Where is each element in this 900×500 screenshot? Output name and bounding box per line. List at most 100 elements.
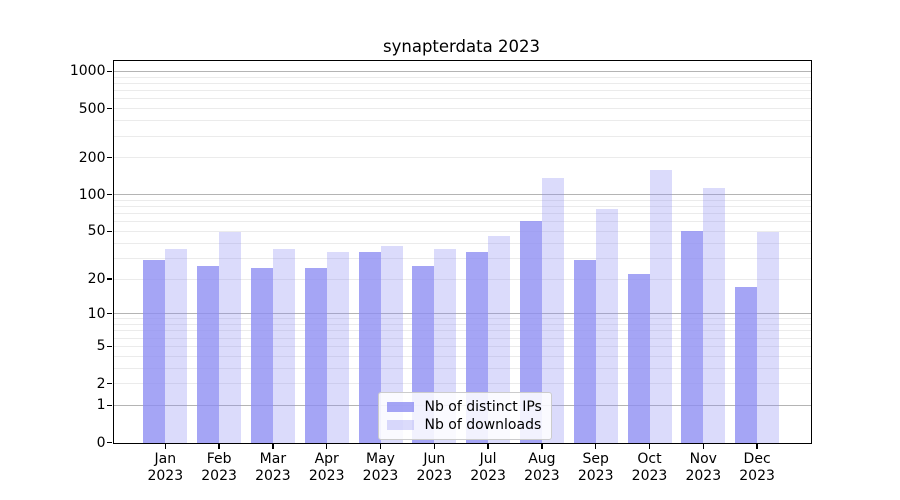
x-tick-month: Feb — [206, 450, 232, 467]
minor-gridline-400 — [113, 120, 811, 122]
x-tick-month: May — [366, 450, 395, 467]
x-tick-mark-jul — [487, 444, 489, 449]
x-tick-year: 2023 — [524, 467, 560, 484]
minor-gridline-200 — [113, 157, 811, 159]
minor-gridline-20 — [113, 278, 811, 280]
bar-downloads-aug — [541, 177, 564, 443]
x-tick-mark-mar — [272, 444, 274, 449]
y-tick-mark-1000 — [106, 70, 112, 73]
plot-area: 0 1 2 5 10 20 50 100 200 500 1000 Jan 2023 Feb 2023 Ma… — [70, 59, 812, 484]
x-tick-year: 2023 — [416, 467, 453, 484]
minor-gridline-800 — [113, 82, 811, 84]
minor-gridline-500 — [113, 108, 811, 110]
minor-gridline-6 — [113, 337, 811, 339]
bar-downloads-dec — [757, 232, 780, 443]
y-tick-mark-5 — [106, 345, 112, 348]
bar-downloads-mar — [272, 248, 295, 443]
bar-downloads-jul — [488, 235, 511, 443]
x-tick-month: Dec — [743, 450, 771, 467]
bar-downloads-jan — [165, 248, 188, 443]
minor-gridline-2 — [113, 383, 811, 384]
minor-gridline-3 — [113, 367, 811, 369]
x-tick-mark-dec — [756, 444, 758, 449]
x-tick-month: Jul — [479, 450, 497, 467]
x-tick-label-oct: Oct 2023 — [622, 451, 678, 485]
y-tick-label-1000: 1000 — [69, 63, 106, 80]
bar-downloads-oct — [649, 170, 672, 443]
minor-gridline-4 — [113, 355, 811, 357]
x-tick-month: Sep — [582, 450, 609, 467]
x-tick-label-dec: Dec 2023 — [729, 451, 785, 485]
x-tick-month: Jun — [423, 450, 446, 467]
x-tick-mark-jun — [433, 444, 436, 449]
x-tick-year: 2023 — [255, 467, 291, 484]
x-tick-month: Oct — [637, 450, 662, 467]
minor-gridline-700 — [113, 90, 811, 92]
y-tick-mark-10 — [106, 312, 112, 315]
minor-gridline-60 — [113, 221, 811, 223]
bar-distinct-ips-mar — [250, 267, 273, 443]
x-tick-mark-apr — [325, 444, 328, 449]
bar-downloads-sep — [595, 208, 618, 443]
y-tick-label-50: 50 — [87, 223, 106, 240]
bar-distinct-ips-may — [358, 251, 381, 443]
minor-gridline-70 — [113, 213, 811, 215]
y-tick-label-10: 10 — [87, 305, 106, 322]
minor-gridline-300 — [113, 135, 811, 137]
legend-label-downloads: Nb of downloads — [424, 416, 542, 433]
x-tick-label-jul: Jul 2023 — [460, 451, 516, 485]
y-tick-label-20: 20 — [87, 271, 106, 287]
bar-distinct-ips-oct — [627, 274, 650, 443]
y-tick-mark-500 — [106, 107, 112, 110]
minor-gridline-80 — [113, 206, 811, 208]
minor-gridline-600 — [113, 98, 811, 100]
bar-distinct-ips-dec — [735, 287, 758, 443]
x-tick-month: Mar — [259, 450, 287, 467]
x-tick-label-jan: Jan 2023 — [137, 451, 193, 485]
x-tick-month: Jan — [154, 450, 177, 467]
legend: Nb of distinct IPs Nb of downloads — [377, 391, 552, 440]
x-tick-mark-feb — [218, 444, 220, 449]
y-tick-mark-20 — [106, 278, 112, 280]
minor-gridline-90 — [113, 199, 811, 201]
x-tick-mark-aug — [541, 444, 543, 449]
legend-swatch-downloads-icon — [386, 419, 414, 430]
bar-downloads-feb — [219, 232, 242, 443]
y-tick-mark-2 — [106, 382, 112, 385]
x-tick-label-aug: Aug 2023 — [514, 451, 570, 485]
x-tick-label-mar: Mar 2023 — [245, 451, 301, 485]
x-tick-label-nov: Nov 2023 — [675, 451, 731, 485]
minor-gridline-30 — [113, 257, 811, 259]
x-tick-year: 2023 — [631, 467, 668, 484]
x-tick-label-apr: Apr 2023 — [299, 451, 355, 485]
x-tick-year: 2023 — [577, 467, 614, 484]
x-tick-mark-may — [379, 444, 382, 449]
chart-title: synapterdata 2023 — [383, 37, 540, 56]
bar-distinct-ips-feb — [197, 265, 220, 443]
legend-swatch-distinct-ips-icon — [386, 401, 414, 412]
y-tick-mark-1 — [106, 404, 112, 407]
major-gridline-1000 — [113, 70, 811, 72]
minor-gridline-9 — [113, 318, 811, 320]
x-tick-month: Nov — [689, 450, 717, 467]
minor-gridline-40 — [113, 242, 811, 244]
x-tick-year: 2023 — [308, 467, 345, 484]
y-tick-mark-100 — [106, 193, 112, 196]
x-tick-year: 2023 — [147, 467, 184, 484]
x-tick-mark-oct — [648, 444, 651, 449]
major-gridline-100 — [113, 194, 811, 196]
y-tick-label-200: 200 — [78, 149, 106, 166]
x-tick-month: Apr — [314, 450, 339, 467]
minor-gridline-5 — [113, 345, 811, 347]
minor-gridline-8 — [113, 324, 811, 325]
minor-gridline-50 — [113, 230, 811, 232]
x-tick-label-feb: Feb 2023 — [191, 451, 247, 485]
x-tick-mark-sep — [594, 444, 597, 449]
bar-distinct-ips-jan — [143, 259, 166, 443]
x-tick-month: Aug — [528, 450, 556, 467]
y-tick-mark-50 — [106, 230, 112, 233]
minor-gridline-7 — [113, 330, 811, 332]
y-tick-label-0: 0 — [96, 434, 106, 451]
y-tick-mark-200 — [106, 156, 112, 159]
